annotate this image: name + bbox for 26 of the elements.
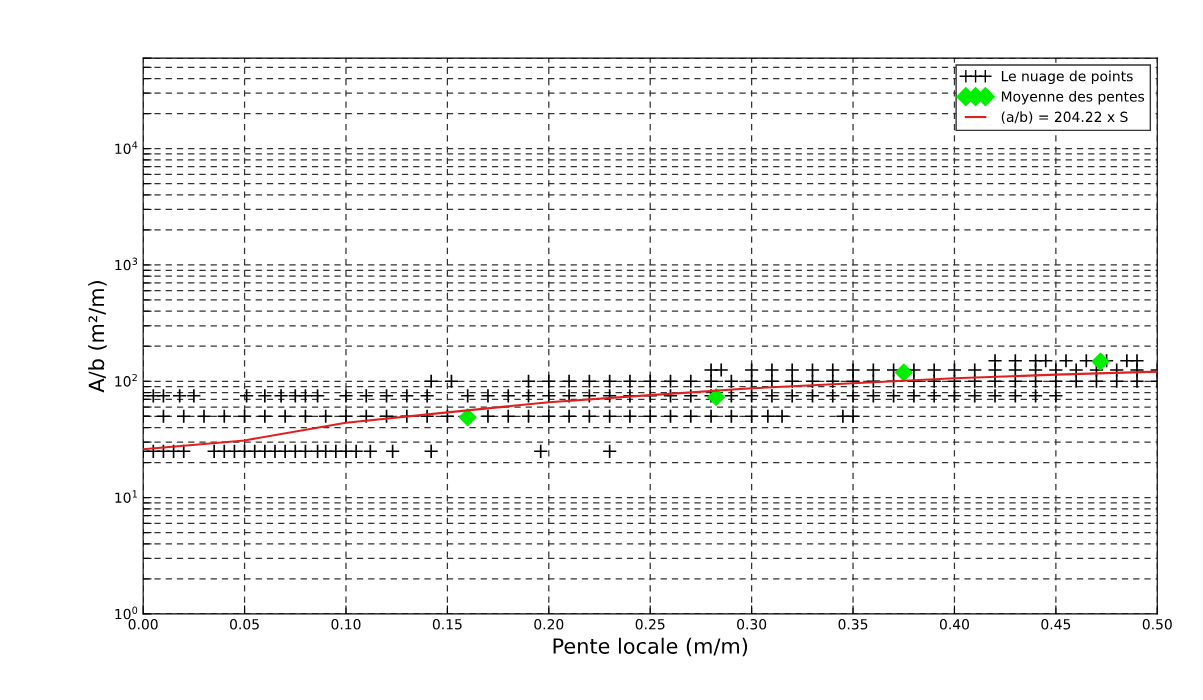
x-tick-label: 0.05 (230, 619, 259, 630)
y-axis-title: A/b (m²/m) (88, 281, 107, 393)
x-tick-label: 0.25 (635, 619, 665, 630)
x-tick-label: 0.35 (838, 619, 868, 630)
y-tick-label: 10$^{2}$ (115, 373, 137, 387)
point (707, 388, 726, 407)
x-tick-label: 0.45 (1041, 619, 1071, 630)
x-tick-label: 0.15 (432, 619, 462, 630)
point (1091, 352, 1110, 371)
y-tick-label: 10$^{0}$ (115, 606, 138, 620)
x-tick-label: 0.30 (737, 619, 767, 630)
point (894, 363, 913, 382)
legend-label: (a/b) = 204.22 x S (1001, 111, 1128, 124)
x-tick-label: 0.00 (128, 619, 158, 630)
line-series (143, 370, 1158, 451)
y-tick-label: 10$^{1}$ (115, 490, 137, 503)
x-tick-label: 0.50 (1142, 619, 1172, 630)
point (458, 408, 477, 427)
x-tick-label: 0.20 (534, 619, 564, 630)
x-tick-label: 0.40 (939, 619, 969, 630)
y-tick-label: 10$^{3}$ (115, 257, 138, 271)
legend-label: Le nuage de points (1001, 70, 1133, 85)
x-tick-label: 0.10 (331, 619, 361, 630)
x-axis-title: Pente locale (m/m) (553, 637, 748, 657)
y-tick-label: 10$^{4}$ (115, 141, 138, 154)
legend-label: Moyenne des pentes (1001, 90, 1145, 105)
